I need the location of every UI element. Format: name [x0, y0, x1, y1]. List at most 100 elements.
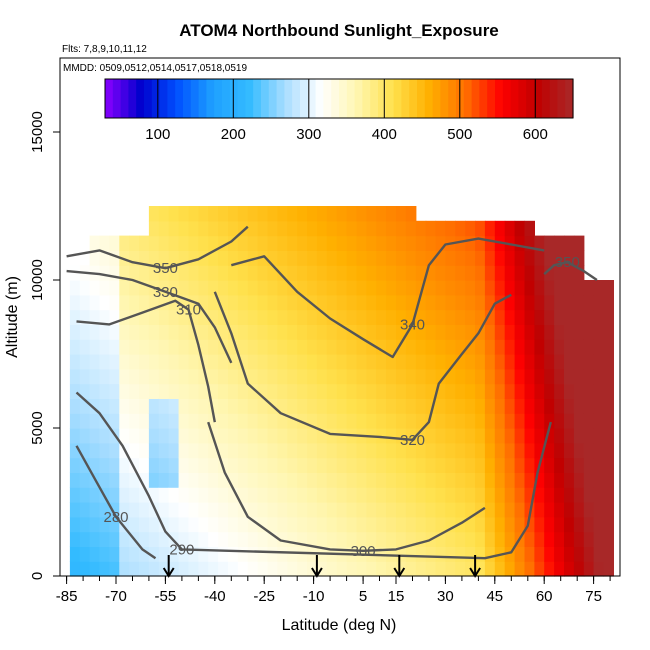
- heatmap-cell: [307, 457, 318, 473]
- heatmap-cell: [208, 220, 219, 237]
- heatmap-cell: [148, 339, 160, 355]
- heatmap-cell: [405, 339, 417, 355]
- heatmap-cell: [277, 398, 288, 414]
- heatmap-cell: [484, 398, 496, 414]
- heatmap-cell: [554, 294, 565, 311]
- heatmap-cell: [425, 220, 437, 237]
- heatmap-cell: [405, 398, 417, 414]
- heatmap-cell: [583, 280, 595, 296]
- heatmap-cell: [188, 502, 199, 518]
- heatmap-cell: [573, 457, 585, 473]
- colorbar-swatch: [253, 79, 262, 118]
- heatmap-cell: [475, 398, 486, 414]
- heatmap-cell: [366, 235, 377, 251]
- heatmap-cell: [396, 487, 407, 503]
- heatmap-cell: [514, 250, 526, 266]
- heatmap-cell: [534, 531, 545, 547]
- heatmap-cell: [534, 442, 545, 459]
- heatmap-cell: [89, 294, 101, 311]
- heatmap-cell: [435, 280, 446, 296]
- heatmap-cell: [534, 428, 545, 444]
- heatmap-cell: [316, 442, 328, 459]
- heatmap-cell: [119, 280, 130, 296]
- heatmap-cell: [573, 428, 585, 444]
- heatmap-cell: [455, 442, 466, 459]
- colorbar-swatch: [300, 79, 309, 118]
- heatmap-cell: [69, 309, 81, 325]
- heatmap-cell: [376, 383, 387, 399]
- heatmap-cell: [307, 220, 318, 237]
- colorbar-tick-label: 400: [372, 126, 397, 143]
- heatmap-cell: [267, 206, 278, 222]
- heatmap-cell: [267, 442, 278, 459]
- heatmap-cell: [386, 383, 397, 399]
- heatmap-cell: [79, 309, 91, 325]
- colorbar-swatch: [385, 79, 395, 118]
- heatmap-cell: [346, 561, 358, 577]
- heatmap-cell: [376, 442, 387, 459]
- heatmap-cell: [494, 250, 506, 266]
- heatmap-cell: [208, 383, 219, 399]
- heatmap-cell: [336, 294, 348, 311]
- heatmap-cell: [475, 294, 486, 311]
- heatmap-cell: [534, 546, 545, 562]
- heatmap-cell: [445, 354, 456, 370]
- heatmap-cell: [603, 324, 614, 340]
- heatmap-cell: [228, 250, 239, 266]
- heatmap-cell: [307, 428, 318, 444]
- heatmap-cell: [346, 413, 358, 429]
- heatmap-cell: [326, 250, 338, 266]
- x-tick-label: 45: [486, 588, 503, 605]
- heatmap-cell: [475, 235, 486, 251]
- heatmap-cell: [564, 457, 575, 473]
- heatmap-cell: [524, 413, 535, 429]
- heatmap-cell: [425, 309, 437, 325]
- contour-label: 310: [176, 302, 201, 319]
- heatmap-cell: [297, 502, 308, 518]
- heatmap-cell: [544, 413, 555, 429]
- heatmap-cell: [326, 442, 338, 459]
- heatmap-cell: [129, 472, 140, 488]
- heatmap-cell: [89, 398, 101, 414]
- heatmap-cell: [168, 250, 180, 266]
- heatmap-cell: [247, 354, 259, 370]
- heatmap-cell: [583, 472, 595, 488]
- heatmap-cell: [198, 502, 209, 518]
- heatmap-cell: [504, 546, 516, 562]
- heatmap-cell: [158, 531, 170, 547]
- heatmap-cell: [228, 502, 239, 518]
- heatmap-cell: [99, 442, 110, 459]
- heatmap-cell: [435, 368, 446, 385]
- heatmap-cell: [356, 502, 367, 518]
- heatmap-cell: [129, 339, 140, 355]
- heatmap-cell: [316, 516, 328, 533]
- heatmap-cell: [178, 339, 190, 355]
- heatmap-cell: [237, 265, 249, 281]
- heatmap-cell: [465, 309, 476, 325]
- heatmap-cell: [336, 398, 348, 414]
- heatmap-cell: [99, 309, 110, 325]
- heatmap-cell: [593, 324, 605, 340]
- heatmap-cell: [534, 354, 545, 370]
- heatmap-cell: [208, 294, 219, 311]
- heatmap-cell: [544, 487, 555, 503]
- colorbar-swatch: [167, 79, 176, 118]
- heatmap-cell: [524, 265, 535, 281]
- heatmap-cell: [544, 250, 555, 266]
- heatmap-cell: [148, 206, 160, 222]
- heatmap-cell: [228, 294, 239, 311]
- heatmap-cell: [514, 457, 526, 473]
- heatmap-cell: [376, 294, 387, 311]
- heatmap-cell: [524, 294, 535, 311]
- heatmap-cell: [326, 502, 338, 518]
- heatmap-cell: [573, 294, 585, 311]
- heatmap-cell: [603, 487, 614, 503]
- heatmap-cell: [109, 383, 120, 399]
- heatmap-cell: [139, 235, 150, 251]
- heatmap-cell: [139, 442, 150, 459]
- heatmap-cell: [445, 309, 456, 325]
- heatmap-cell: [494, 398, 506, 414]
- heatmap-cell: [198, 546, 209, 562]
- heatmap-cell: [119, 428, 130, 444]
- heatmap-cell: [168, 265, 180, 281]
